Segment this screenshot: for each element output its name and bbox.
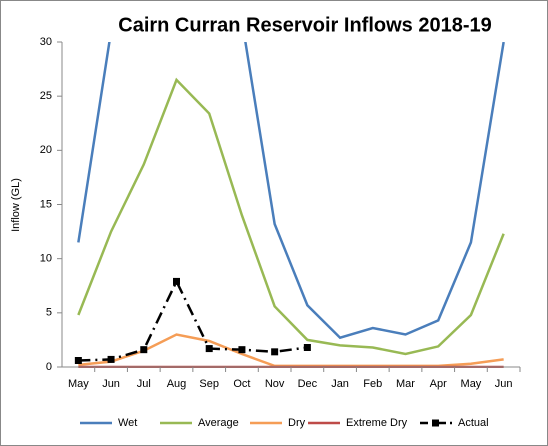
y-tick-label: 10 [40, 253, 52, 265]
chart-title: Cairn Curran Reservoir Inflows 2018-19 [118, 14, 491, 36]
y-axis-label: Inflow (GL) [10, 178, 22, 232]
x-tick-label: Nov [265, 378, 285, 390]
legend-label: Average [198, 417, 239, 429]
series-line [78, 278, 308, 362]
x-tick-label: Aug [167, 378, 187, 390]
y-tick-label: 20 [40, 144, 52, 156]
plot-area [74, 42, 505, 368]
data-point [205, 345, 213, 353]
legend-marker [432, 419, 439, 427]
x-tick-label: Jun [102, 378, 120, 390]
data-point [238, 346, 246, 354]
x-tick-label: Dec [298, 378, 318, 390]
data-point [173, 277, 180, 285]
y-tick-label: 25 [40, 90, 52, 102]
y-tick-label: 30 [40, 36, 52, 48]
x-tick-label: Apr [430, 378, 447, 390]
x-tick-label: May [461, 378, 482, 390]
legend-label: Dry [288, 417, 306, 429]
legend-label: Extreme Dry [346, 417, 408, 429]
data-point [107, 355, 115, 363]
x-tick-label: May [68, 378, 89, 390]
x-tick-label: Feb [363, 378, 382, 390]
series-line [77, 77, 505, 356]
x-tick-label: Jan [331, 378, 349, 390]
x-tick-label: Oct [233, 378, 250, 390]
y-tick-label: 15 [40, 198, 52, 210]
x-tick-label: Jul [137, 378, 151, 390]
x-tick-label: Sep [199, 378, 219, 390]
data-point [140, 346, 148, 354]
data-point [74, 357, 82, 364]
x-tick-label: Mar [396, 378, 415, 390]
legend-label: Wet [118, 417, 137, 429]
x-tick-label: Jun [495, 378, 513, 390]
series-line [77, 42, 505, 340]
data-point [271, 348, 279, 356]
legend-label: Actual [458, 417, 489, 429]
data-point [303, 344, 311, 351]
y-tick-label: 0 [46, 361, 52, 373]
y-tick-label: 5 [46, 307, 52, 319]
